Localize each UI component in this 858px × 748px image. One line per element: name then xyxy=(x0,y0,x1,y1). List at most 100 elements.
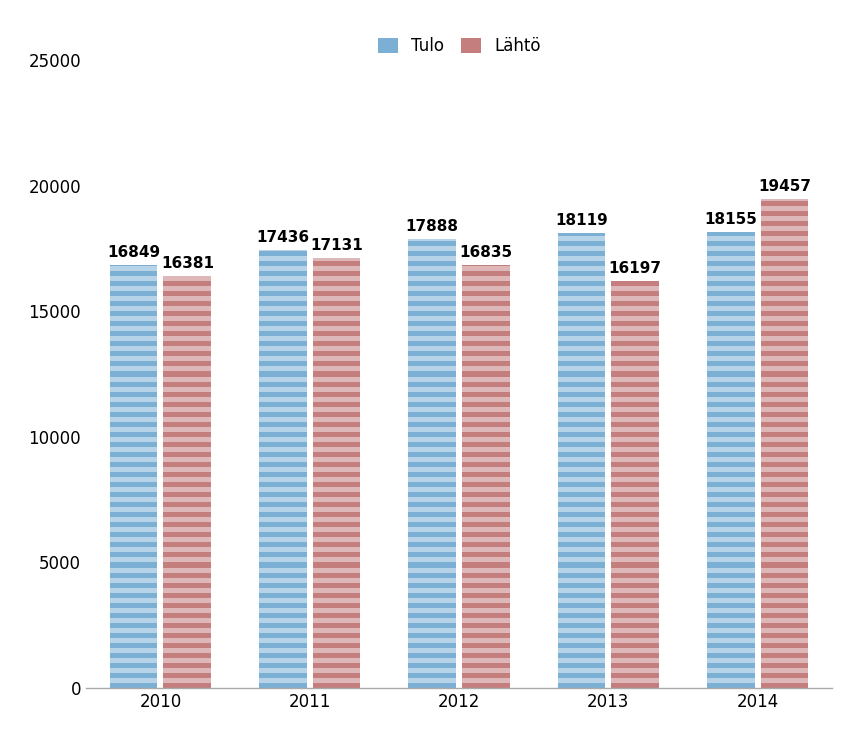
Bar xyxy=(558,356,606,361)
Bar xyxy=(110,477,158,482)
Bar xyxy=(312,487,360,492)
Bar xyxy=(259,417,307,422)
Bar xyxy=(110,588,158,592)
Bar xyxy=(110,568,158,572)
Bar xyxy=(110,265,158,688)
Bar xyxy=(408,548,456,553)
Bar xyxy=(558,537,606,542)
Text: 16197: 16197 xyxy=(608,261,662,276)
Bar xyxy=(408,239,456,688)
Bar xyxy=(760,648,808,653)
Bar xyxy=(462,265,510,688)
Bar xyxy=(760,337,808,341)
Bar xyxy=(707,326,755,331)
Bar xyxy=(163,497,211,502)
Bar xyxy=(408,568,456,572)
Bar xyxy=(558,588,606,592)
Bar xyxy=(462,316,510,321)
Bar xyxy=(163,487,211,492)
Bar xyxy=(462,487,510,492)
Bar xyxy=(462,457,510,462)
Bar xyxy=(110,457,158,462)
Bar xyxy=(408,239,456,241)
Bar xyxy=(110,447,158,452)
Bar xyxy=(462,346,510,352)
Bar xyxy=(163,668,211,673)
Bar xyxy=(707,658,755,663)
Bar xyxy=(611,588,659,592)
Bar xyxy=(558,678,606,683)
Bar xyxy=(558,367,606,372)
Bar xyxy=(558,296,606,301)
Bar xyxy=(760,568,808,572)
Bar xyxy=(259,326,307,331)
Bar xyxy=(760,618,808,623)
Bar xyxy=(163,277,211,281)
Bar xyxy=(558,316,606,321)
Bar xyxy=(110,507,158,512)
Bar xyxy=(462,447,510,452)
Bar xyxy=(408,417,456,422)
Bar xyxy=(707,437,755,442)
Bar xyxy=(558,648,606,653)
Bar xyxy=(259,658,307,663)
Bar xyxy=(163,337,211,341)
Bar xyxy=(312,447,360,452)
Bar xyxy=(259,316,307,321)
Bar xyxy=(163,427,211,432)
Bar xyxy=(707,236,755,241)
Bar xyxy=(312,276,360,281)
Bar xyxy=(110,376,158,381)
Bar xyxy=(462,537,510,542)
Bar xyxy=(760,206,808,211)
Bar xyxy=(408,678,456,683)
Bar xyxy=(462,588,510,592)
Bar xyxy=(110,678,158,683)
Bar xyxy=(259,286,307,291)
Bar xyxy=(163,477,211,482)
Bar xyxy=(312,477,360,482)
Bar xyxy=(408,266,456,271)
Bar xyxy=(312,387,360,392)
Bar xyxy=(312,598,360,603)
Bar xyxy=(110,648,158,653)
Bar xyxy=(611,337,659,341)
Bar xyxy=(611,346,659,352)
Bar xyxy=(259,447,307,452)
Bar xyxy=(611,427,659,432)
Bar xyxy=(558,233,606,688)
Bar xyxy=(611,467,659,472)
Bar xyxy=(110,658,158,663)
Bar xyxy=(163,537,211,542)
Bar xyxy=(760,487,808,492)
Bar xyxy=(408,346,456,352)
Bar xyxy=(462,658,510,663)
Bar xyxy=(558,628,606,633)
Bar xyxy=(259,497,307,502)
Bar xyxy=(462,407,510,411)
Bar xyxy=(312,257,360,261)
Bar xyxy=(760,296,808,301)
Bar xyxy=(312,507,360,512)
Bar xyxy=(462,497,510,502)
Bar xyxy=(611,387,659,392)
Text: 18119: 18119 xyxy=(555,212,607,227)
Bar xyxy=(707,346,755,352)
Bar xyxy=(760,457,808,462)
Bar xyxy=(408,668,456,673)
Bar xyxy=(163,577,211,583)
Bar xyxy=(760,477,808,482)
Text: 17131: 17131 xyxy=(311,238,363,253)
Bar xyxy=(707,527,755,533)
Bar xyxy=(408,437,456,442)
Bar xyxy=(707,678,755,683)
Bar xyxy=(110,557,158,562)
Bar xyxy=(110,346,158,352)
Bar xyxy=(611,306,659,311)
Bar xyxy=(408,648,456,653)
Bar xyxy=(707,457,755,462)
Bar xyxy=(312,427,360,432)
Bar xyxy=(707,638,755,643)
Bar xyxy=(462,276,510,281)
Bar xyxy=(408,246,456,251)
